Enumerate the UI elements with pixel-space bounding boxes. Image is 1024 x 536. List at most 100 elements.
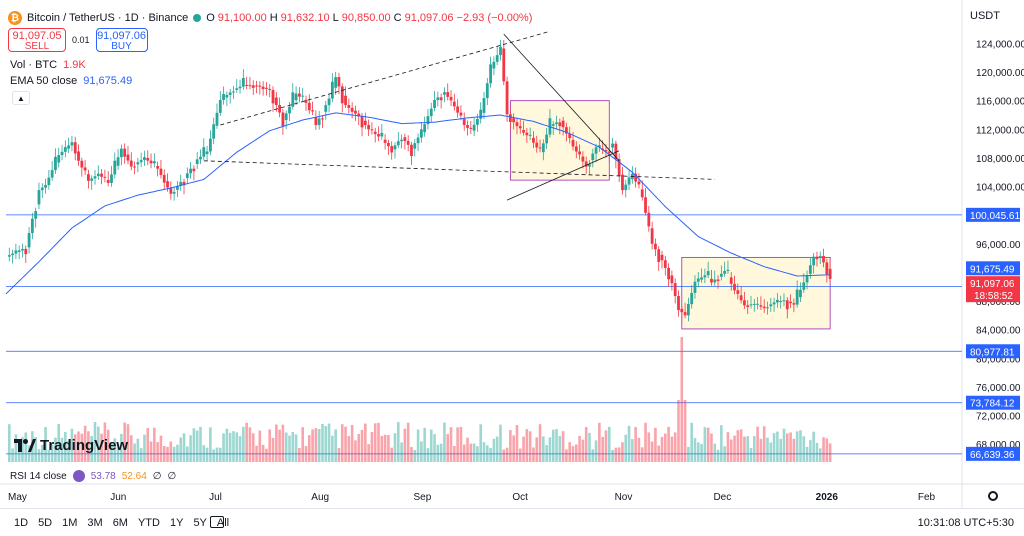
volume-bar <box>301 427 304 462</box>
volume-bar <box>373 423 377 462</box>
volume-bar <box>383 434 387 462</box>
candle-body <box>70 142 74 146</box>
volume-bar <box>598 422 601 462</box>
candle-body <box>719 273 723 277</box>
rsi-color-icon <box>72 470 85 482</box>
volume-bar <box>321 424 324 462</box>
volume-legend[interactable]: Vol · BTC 1.9K <box>10 59 86 71</box>
candle-body <box>578 151 581 155</box>
volume-bar <box>248 427 252 462</box>
volume-bar <box>44 427 47 462</box>
period-1m[interactable]: 1M <box>62 517 78 529</box>
candle-body <box>802 282 806 290</box>
volume-bar <box>650 441 654 462</box>
period-6m[interactable]: 6M <box>112 517 128 529</box>
price-tick-label: 116,000.00 <box>976 97 1024 108</box>
candle-body <box>713 279 717 283</box>
volume-bar <box>162 446 166 462</box>
market-status-icon <box>193 14 202 22</box>
ema-price-label-bg <box>966 261 1020 276</box>
candle-body <box>185 173 189 178</box>
volume-bar <box>34 437 37 462</box>
symbol-legend[interactable]: ₿ Bitcoin / TetherUS · 1D · Binance O 91,… <box>8 11 532 25</box>
candle-body <box>779 301 783 303</box>
candle-body <box>182 181 186 186</box>
volume-bar <box>706 427 710 462</box>
calendar-icon[interactable] <box>210 516 224 528</box>
price-tick-label: 104,000.00 <box>976 183 1024 194</box>
volume-bar <box>449 427 453 462</box>
candle-body <box>126 154 130 161</box>
low-value: 90,850.00 <box>341 12 391 24</box>
candle-body <box>195 159 199 165</box>
price-tick-label: 96,000.00 <box>976 240 1021 251</box>
candle-body <box>314 117 318 126</box>
volume-bar <box>24 432 28 462</box>
candle-body <box>73 142 77 154</box>
volume-bar <box>83 425 87 462</box>
candle-body <box>67 145 71 149</box>
volume-bar <box>350 424 354 462</box>
volume-bar <box>205 447 209 462</box>
volume-bar <box>400 442 403 462</box>
period-ytd[interactable]: YTD <box>137 517 160 529</box>
volume-bar <box>782 428 786 462</box>
candle-body <box>176 185 179 190</box>
volume-bar <box>716 449 720 462</box>
candle-body <box>218 99 222 113</box>
candle-body <box>321 118 324 120</box>
candle-body <box>103 176 107 178</box>
candle-body <box>340 86 344 104</box>
volume-bar <box>776 431 779 462</box>
volume-bar <box>166 446 169 462</box>
candle-body <box>77 151 80 161</box>
currency-selector[interactable]: USDT <box>970 10 1000 22</box>
candle-body <box>617 159 621 176</box>
volume-bar <box>64 431 67 462</box>
candle-body <box>696 278 700 282</box>
last-price-label-bg <box>966 276 1020 303</box>
sell-button[interactable]: 91,097.05 SELL <box>8 28 66 52</box>
price-tick-label: 68,000.00 <box>976 440 1021 451</box>
candle-body <box>515 122 519 127</box>
candle-body <box>406 141 410 145</box>
candle-body <box>87 174 90 181</box>
spread-value: 0.01 <box>72 35 90 45</box>
volume-bar <box>106 429 110 462</box>
candle-body <box>357 113 361 117</box>
volume-bar <box>532 447 535 462</box>
sell-price: 91,097.05 <box>12 30 62 42</box>
volume-bar <box>466 437 469 462</box>
clock[interactable]: 10:31:08 UTC+5:30 <box>917 517 1014 529</box>
candle-body <box>268 88 272 90</box>
trendline-1 <box>220 30 551 126</box>
candle-body <box>512 118 516 123</box>
candle-body <box>403 137 407 142</box>
candle-body <box>818 255 822 257</box>
period-5d[interactable]: 5D <box>38 517 53 529</box>
collapse-legend-icon[interactable]: ▲ <box>12 91 30 105</box>
rsi-legend[interactable]: RSI 14 close 53.78 52.64 ∅ ∅ <box>10 470 176 482</box>
candle-body <box>825 262 829 275</box>
period-1d[interactable]: 1D <box>14 517 29 529</box>
candle-body <box>215 112 219 126</box>
candle-body <box>116 157 120 166</box>
candle-body <box>133 166 136 168</box>
period-1y[interactable]: 1Y <box>169 517 184 529</box>
candle-body <box>225 94 229 98</box>
buy-button[interactable]: 91,097.06 BUY <box>95 28 148 52</box>
period-3m[interactable]: 3M <box>87 517 103 529</box>
volume-bar <box>129 435 133 462</box>
volume-bar <box>601 436 604 462</box>
candle-body <box>452 101 456 107</box>
ema-legend[interactable]: EMA 50 close 91,675.49 <box>10 75 132 87</box>
volume-bar <box>561 431 565 462</box>
volume-bar <box>456 427 459 462</box>
price-chart[interactable]: 124,000.00 120,000.00 116,000.00 112,000.00… <box>0 0 1024 508</box>
period-5y[interactable]: 5Y <box>193 517 207 529</box>
volume-bar <box>512 435 515 462</box>
settings-gear-icon[interactable] <box>988 491 998 501</box>
volume-bar <box>822 437 825 462</box>
volume-bar <box>429 429 433 462</box>
candle-body <box>634 173 638 182</box>
